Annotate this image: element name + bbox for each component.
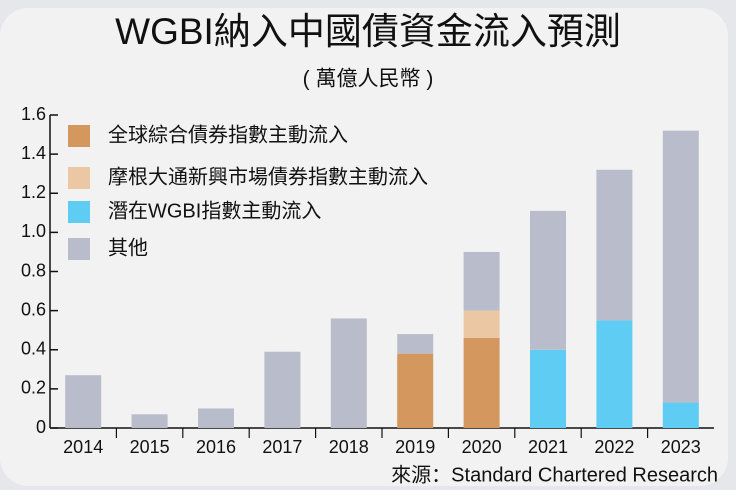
y-tick-label: 1.4 [21, 143, 46, 163]
bar-segment [132, 414, 168, 428]
x-tick-label: 2020 [462, 437, 502, 457]
bar-segment [530, 211, 566, 350]
y-tick-label: 0 [36, 417, 46, 437]
legend-swatch [68, 167, 90, 189]
bar-segment [663, 131, 699, 403]
bar-segment [397, 334, 433, 354]
y-tick-label: 0.6 [21, 299, 46, 319]
bar-segment [464, 311, 500, 338]
chart: WGBI納入中國債資金流入預測 ( 萬億人民幣 ) 來源：Standard Ch… [0, 0, 736, 490]
legend-swatch [68, 238, 90, 260]
x-tick-label: 2019 [395, 437, 435, 457]
y-tick-label: 1.2 [21, 182, 46, 202]
legend-label: 潛在WGBI指數主動流入 [108, 199, 321, 222]
bar-segment [65, 375, 101, 428]
x-tick-label: 2018 [329, 437, 369, 457]
x-tick-label: 2016 [196, 437, 236, 457]
legend-label: 其他 [108, 236, 148, 259]
chart-title: WGBI納入中國債資金流入預測 [115, 11, 621, 52]
y-tick-label: 0.8 [21, 260, 46, 280]
bar-segment [464, 338, 500, 428]
source: 來源：Standard Chartered Research [391, 463, 718, 486]
bar-segment [198, 408, 234, 428]
y-tick-label: 1.6 [21, 104, 46, 124]
x-tick-label: 2023 [661, 437, 701, 457]
legend-label: 全球綜合債券指數主動流入 [108, 123, 348, 146]
x-tick-label: 2014 [63, 437, 103, 457]
legend-label: 摩根大通新興市場債券指數主動流入 [108, 165, 428, 188]
legend-swatch [68, 201, 90, 223]
x-tick-label: 2021 [528, 437, 568, 457]
bar-segment [663, 403, 699, 428]
bar-segment [464, 252, 500, 311]
x-tick-label: 2015 [130, 437, 170, 457]
legend-swatch [68, 125, 90, 147]
x-tick-label: 2022 [594, 437, 634, 457]
x-tick-label: 2017 [262, 437, 302, 457]
y-tick-label: 0.4 [21, 339, 46, 359]
bar-segment [397, 354, 433, 428]
bar-segment [264, 352, 300, 428]
bar-segment [596, 320, 632, 428]
y-tick-label: 0.2 [21, 378, 46, 398]
chart-subtitle: ( 萬億人民幣 ) [303, 68, 434, 91]
bar-segment [530, 350, 566, 428]
y-tick-label: 1.0 [21, 221, 46, 241]
bar-segment [596, 170, 632, 321]
bar-segment [331, 318, 367, 428]
